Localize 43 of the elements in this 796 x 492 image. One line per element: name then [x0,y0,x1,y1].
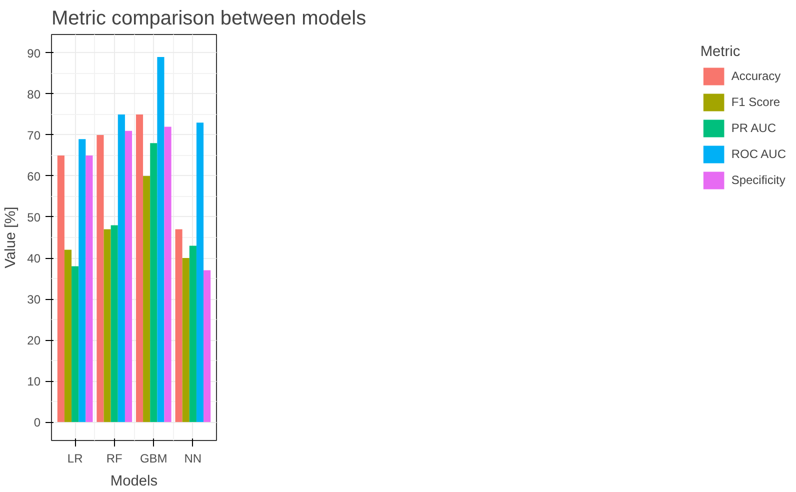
x-tick-label: LR [67,452,84,466]
x-tick-label: GBM [140,452,168,466]
y-tick-label: 50 [27,210,41,224]
bar [150,143,158,422]
y-tick-label: 30 [27,292,41,307]
bar [78,139,86,422]
bar [72,266,79,422]
bar [96,134,104,422]
y-tick-label: 70 [27,128,41,142]
bar [143,176,150,422]
bar [136,114,144,422]
legend-title: Metric [700,44,742,60]
bar [196,122,204,422]
y-tick-label: 60 [27,169,41,184]
bar [64,250,72,422]
bar [104,229,111,422]
y-tick-label: 20 [27,334,41,348]
bar [86,155,93,422]
y-tick-label: 40 [27,252,41,266]
bar [124,130,132,422]
y-tick-label: 10 [27,374,41,389]
bar [118,114,125,422]
bar [164,126,172,422]
legend-label: PR AUC [731,121,776,135]
bar [175,229,182,422]
y-tick-label: 0 [34,416,41,430]
x-axis-title: Models [110,474,158,490]
bar [189,246,196,422]
legend-label: F1 Score [731,95,780,109]
y-tick-label: 80 [27,87,41,102]
y-axis-title: Value [%] [3,206,20,268]
chart-title: Metric comparison between models [52,8,366,30]
legend-label: Accuracy [731,69,781,83]
x-tick-label: NN [184,452,202,466]
bar [204,270,211,422]
bar [157,57,164,422]
bar [182,258,190,422]
x-tick-label: RF [106,452,122,466]
legend-label: Specificity [731,173,786,187]
bar [110,225,118,422]
y-tick-label: 90 [27,46,41,60]
bar [57,155,64,422]
legend-label: ROC AUC [731,147,786,161]
